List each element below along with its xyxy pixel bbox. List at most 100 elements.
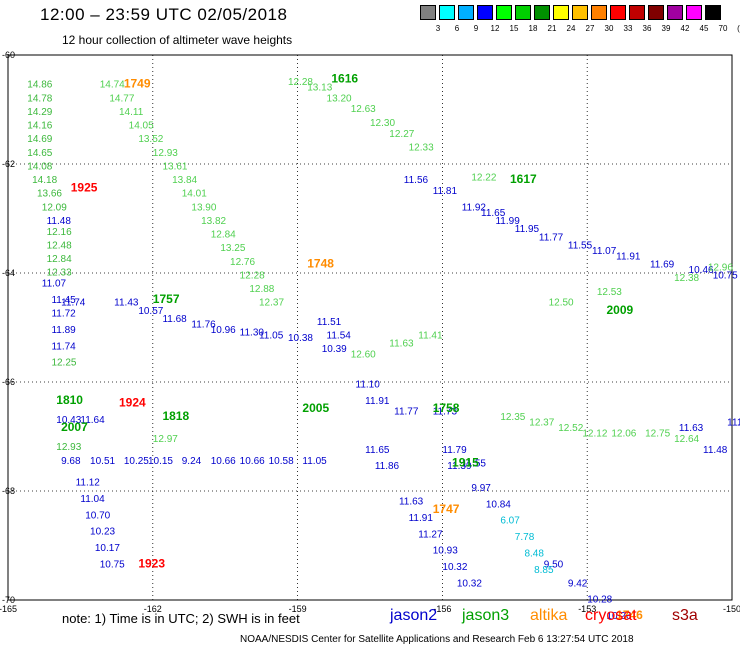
color-scale-tick: 30 bbox=[604, 24, 614, 33]
wave-height-value: 12.75 bbox=[645, 429, 670, 440]
wave-height-value: 11.79 bbox=[442, 445, 467, 456]
wave-height-value: 10.15 bbox=[148, 456, 173, 467]
longitude-label: -165 bbox=[0, 604, 17, 614]
wave-height-value: 11.07 bbox=[592, 246, 617, 257]
wave-height-value: 11.30 bbox=[240, 328, 265, 339]
units-note: note: 1) Time is in UTC; 2) SWH is in fe… bbox=[62, 611, 300, 626]
color-scale-tick: 21 bbox=[547, 24, 557, 33]
wave-height-value: 10.17 bbox=[95, 543, 120, 554]
satellite-legend-item: jason2 bbox=[390, 607, 438, 624]
wave-height-value: 12.93 bbox=[56, 442, 81, 453]
wave-height-value: 11.10 bbox=[356, 379, 381, 390]
wave-height-value: 9.97 bbox=[471, 483, 491, 494]
wave-height-value: 14.74 bbox=[100, 80, 125, 91]
wave-height-value: 11.05 bbox=[302, 456, 327, 467]
color-scale-tick: 42 bbox=[680, 24, 690, 33]
color-swatch bbox=[705, 5, 721, 20]
wave-height-value: 10.75 bbox=[713, 270, 738, 281]
wave-height-value: 12.97 bbox=[153, 434, 178, 445]
wave-height-value: 11.65 bbox=[365, 445, 390, 456]
wave-height-value: 11.68 bbox=[162, 314, 187, 325]
color-swatch bbox=[610, 5, 626, 20]
wave-height-value: 8.85 bbox=[534, 565, 554, 576]
wave-height-value: 13.20 bbox=[327, 93, 352, 104]
wave-height-value: 14.65 bbox=[27, 148, 52, 159]
wave-height-value: 11.43 bbox=[114, 298, 139, 309]
pass-time-label: 1924 bbox=[119, 396, 146, 410]
wave-height-value: 11.54 bbox=[327, 330, 352, 341]
wave-height-value: 10.39 bbox=[322, 344, 347, 355]
satellite-legend-item: s3a bbox=[672, 607, 698, 624]
color-scale-tick: (ft) bbox=[737, 24, 740, 33]
wave-height-value: 11.05 bbox=[259, 330, 284, 341]
wave-height-value: 10.38 bbox=[288, 333, 313, 344]
credit-line: NOAA/NESDIS Center for Satellite Applica… bbox=[240, 634, 634, 645]
wave-height-value: 12.38 bbox=[674, 273, 699, 284]
wave-height-value: 11.99 bbox=[495, 216, 520, 227]
wave-height-value: 12.53 bbox=[597, 287, 622, 298]
wave-height-value: 11.92 bbox=[462, 202, 487, 213]
wave-height-value: 9.50 bbox=[544, 559, 564, 570]
wave-height-value: 11.73 bbox=[433, 407, 458, 418]
wave-height-value: 12.37 bbox=[259, 298, 284, 309]
pass-time-label: 2007 bbox=[61, 420, 88, 434]
wave-height-value: 7.78 bbox=[515, 532, 535, 543]
wave-height-value: 12.60 bbox=[351, 349, 376, 360]
wave-height-value: 8.48 bbox=[524, 548, 544, 559]
wave-height-value: 14.29 bbox=[27, 107, 52, 118]
wave-height-value: 9.24 bbox=[182, 456, 202, 467]
pass-time-label: 1617 bbox=[510, 172, 537, 186]
wave-height-value: 11.55 bbox=[568, 240, 593, 251]
wave-height-value: 11.65 bbox=[481, 208, 506, 219]
map-grid bbox=[7, 54, 733, 601]
color-scale-tick: 39 bbox=[661, 24, 671, 33]
pass-time-label: 1616 bbox=[331, 71, 358, 85]
color-swatch bbox=[648, 5, 664, 20]
pass-time-labels: 1925 1749 1616 1617 1748 1757 1924 1758 1915 1747… bbox=[56, 71, 643, 622]
color-swatch bbox=[667, 5, 683, 20]
wave-height-value: 13.82 bbox=[201, 216, 226, 227]
color-swatch bbox=[534, 5, 550, 20]
wave-height-value: 11.74 bbox=[61, 298, 86, 309]
wave-height-value: 12.16 bbox=[47, 227, 72, 238]
pass-time-label: 1748 bbox=[307, 257, 334, 271]
wave-height-value: 11.95 bbox=[515, 224, 540, 235]
wave-height-value: 12.76 bbox=[230, 257, 255, 268]
wave-height-value: 10.96 bbox=[211, 325, 236, 336]
axis-labels: -165 -162 -159 -156 -153 -150 -60 -62 -64 -66 -68 -… bbox=[0, 50, 740, 614]
satellite-legend-item: altika bbox=[530, 607, 568, 624]
wave-height-value: 11.54 bbox=[737, 418, 740, 429]
wave-height-value: 10.43 bbox=[56, 415, 81, 426]
wave-height-value: 11.05 bbox=[727, 418, 740, 429]
wave-height-value: 12.63 bbox=[351, 104, 376, 115]
satellite-legend-item: cryosat bbox=[585, 607, 637, 624]
wave-height-value: 12.30 bbox=[370, 118, 395, 129]
color-scale-tick: 36 bbox=[642, 24, 652, 33]
latitude-label: -70 bbox=[2, 595, 15, 605]
wave-height-value: 10.57 bbox=[138, 306, 163, 317]
wave-height-value: 10.23 bbox=[90, 527, 115, 538]
wave-height-value: 11.64 bbox=[80, 415, 105, 426]
page-title: 12:00 – 23:59 UTC 02/05/2018 bbox=[40, 5, 288, 24]
pass-time-label: 1747 bbox=[433, 502, 460, 516]
wave-height-value: 12.64 bbox=[674, 434, 699, 445]
wave-height-value: 13.25 bbox=[220, 243, 245, 254]
wave-height-value: 11.77 bbox=[539, 232, 564, 243]
wave-height-value: 13.52 bbox=[138, 134, 163, 145]
wave-height-value: 11.86 bbox=[375, 461, 400, 472]
wave-height-value: 12.93 bbox=[153, 148, 178, 159]
wave-height-value: 11.12 bbox=[76, 478, 101, 489]
wave-height-value: 12.50 bbox=[549, 298, 574, 309]
wave-height-value: 13.61 bbox=[162, 161, 187, 172]
color-scale-tick: 27 bbox=[585, 24, 595, 33]
wave-height-value: 11.04 bbox=[80, 494, 105, 505]
wave-height-value: 14.08 bbox=[27, 161, 52, 172]
wave-height-value: 11.91 bbox=[409, 513, 434, 524]
wave-height-value: 12.84 bbox=[211, 230, 236, 241]
color-scale-tick: 18 bbox=[528, 24, 538, 33]
wave-height-value: 10.75 bbox=[100, 559, 125, 570]
wave-height-value: 14.01 bbox=[182, 189, 207, 200]
wave-height-value: 14.16 bbox=[27, 121, 52, 132]
wave-height-value: 12.88 bbox=[249, 284, 274, 295]
wave-height-value: 12.33 bbox=[47, 268, 72, 279]
